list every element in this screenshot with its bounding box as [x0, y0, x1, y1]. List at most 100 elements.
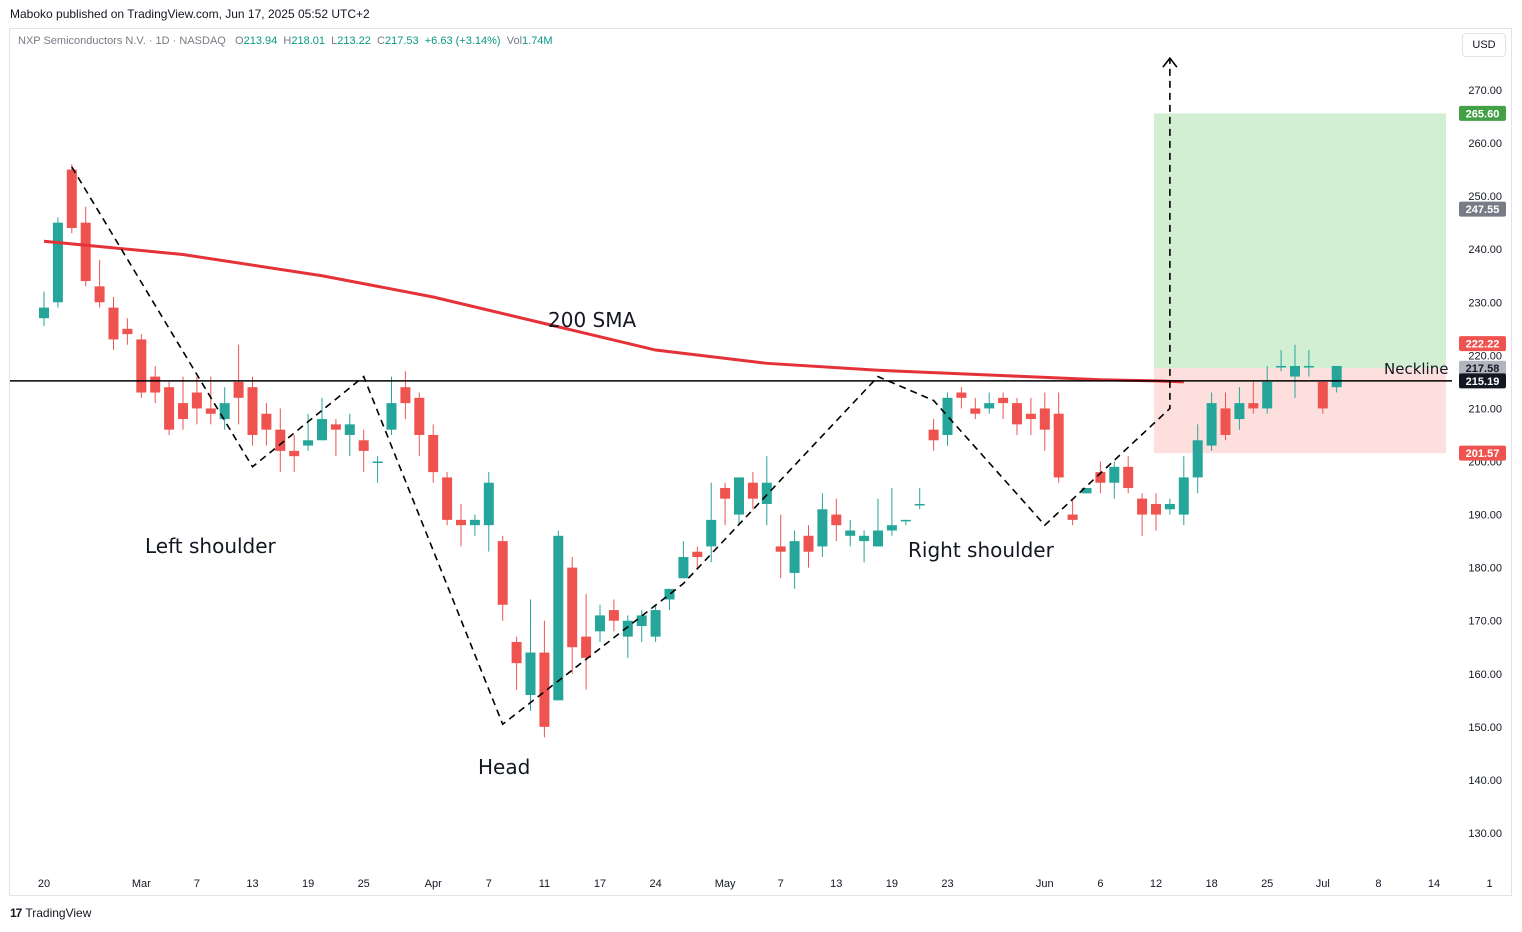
pattern-dashed-line	[71, 58, 1171, 726]
candle-body	[108, 307, 119, 340]
candle-body	[831, 514, 842, 526]
open-value: 213.94	[243, 35, 278, 47]
candle-body	[178, 403, 188, 420]
y-tick-label: 190.00	[1468, 510, 1502, 522]
y-tick-label: 170.00	[1468, 616, 1502, 628]
candle-body	[205, 408, 216, 414]
x-tick-label: Jul	[1316, 878, 1330, 890]
candle-body	[1025, 413, 1036, 420]
x-tick-label: 18	[1205, 878, 1217, 890]
candle-body	[734, 477, 744, 515]
candle-body	[789, 541, 800, 573]
price-label-box	[1459, 105, 1506, 121]
y-tick-label: 160.00	[1468, 669, 1502, 681]
candle-body	[1234, 403, 1245, 420]
candle-body	[164, 387, 175, 430]
x-tick-label: 19	[302, 878, 314, 890]
candle-body	[970, 408, 981, 414]
candle-body	[456, 519, 466, 526]
candle-body	[1039, 408, 1050, 430]
candle-body	[497, 541, 508, 605]
candle-body	[317, 419, 327, 441]
candle-body	[1137, 498, 1148, 515]
x-tick-label: 25	[1261, 878, 1273, 890]
price-label: 201.57	[1466, 448, 1500, 460]
candle-body	[1248, 403, 1259, 409]
x-tick-label: 24	[649, 878, 661, 890]
candle-body	[469, 519, 480, 526]
price-label: 247.55	[1466, 204, 1500, 216]
tradingview-logo-icon: 17	[10, 906, 22, 920]
high-value: 218.01	[291, 35, 325, 47]
y-tick-label: 240.00	[1468, 244, 1502, 256]
y-tick-label: 220.00	[1468, 350, 1502, 362]
candle-body	[664, 588, 675, 600]
price-label: 215.19	[1466, 376, 1500, 388]
candle-body	[483, 482, 494, 526]
candle-body	[525, 652, 536, 696]
candle-body	[428, 434, 439, 473]
x-tick-label: 6	[1097, 878, 1103, 890]
candle-body	[998, 397, 1009, 404]
volume-value: 1.74M	[522, 35, 553, 47]
currency-button[interactable]: USD	[1462, 33, 1506, 57]
candle-body	[1262, 381, 1273, 409]
x-tick-label: 13	[830, 878, 842, 890]
candle-body	[1317, 381, 1328, 409]
x-tick-label: 11	[539, 878, 550, 890]
price-label-box	[1459, 373, 1506, 389]
candle-body	[1164, 503, 1175, 510]
candle-body	[66, 169, 77, 228]
candle-body	[150, 376, 161, 393]
candle-body	[1303, 365, 1314, 368]
low-value: 213.22	[337, 35, 371, 47]
y-tick-label: 140.00	[1468, 775, 1502, 787]
candle-body	[859, 535, 870, 542]
low-key: L	[331, 35, 338, 47]
candle-body	[219, 403, 230, 420]
chart-frame	[9, 28, 1512, 896]
price-label: 217.58	[1466, 363, 1500, 375]
price-label: 265.60	[1466, 108, 1500, 120]
candle-body	[1276, 365, 1287, 368]
candle-body	[622, 620, 633, 637]
candle-body	[956, 392, 967, 398]
volume-key: Vol	[506, 35, 523, 47]
candle-body	[567, 567, 578, 648]
candle-body	[1012, 403, 1022, 425]
tradingview-brand: TradingView	[25, 906, 92, 920]
candle-body	[636, 615, 647, 627]
candle-body	[344, 424, 355, 435]
x-tick-label: Jun	[1036, 878, 1054, 890]
ohlc-legend: NXP Semiconductors N.V. · 1D · NASDAQ O2…	[18, 35, 553, 47]
symbol-label[interactable]: NXP Semiconductors N.V. · 1D · NASDAQ	[18, 35, 226, 47]
price-label-box	[1459, 360, 1506, 376]
right-shoulder-label: Right shoulder	[908, 538, 1055, 562]
candle-body	[1331, 365, 1342, 388]
candle-body	[845, 530, 856, 536]
x-tick-label: 7	[486, 878, 492, 890]
candle-body	[706, 519, 717, 547]
close-value: 217.53	[384, 35, 419, 47]
candle-body	[122, 328, 133, 335]
y-tick-label: 270.00	[1468, 85, 1502, 97]
x-tick-label: 23	[941, 878, 953, 890]
candle-body	[358, 440, 369, 451]
candle-body	[1290, 365, 1300, 377]
x-tick-label: 12	[1150, 878, 1162, 890]
x-tick-label: May	[715, 878, 736, 890]
x-tick-label: 7	[778, 878, 784, 890]
publish-line: Maboko published on TradingView.com, Jun…	[10, 7, 370, 21]
candle-body	[942, 397, 953, 435]
candle-body	[914, 503, 925, 506]
y-tick-label: 260.00	[1468, 138, 1502, 150]
candle-body	[886, 525, 897, 531]
x-tick-label: 7	[194, 878, 200, 890]
tradingview-footer[interactable]: 17 TradingView	[10, 906, 91, 920]
candle-body	[233, 381, 244, 398]
candle-body	[775, 546, 786, 552]
y-tick-label: 230.00	[1468, 297, 1502, 309]
candle-body	[650, 610, 661, 637]
open-key: O	[235, 35, 244, 47]
